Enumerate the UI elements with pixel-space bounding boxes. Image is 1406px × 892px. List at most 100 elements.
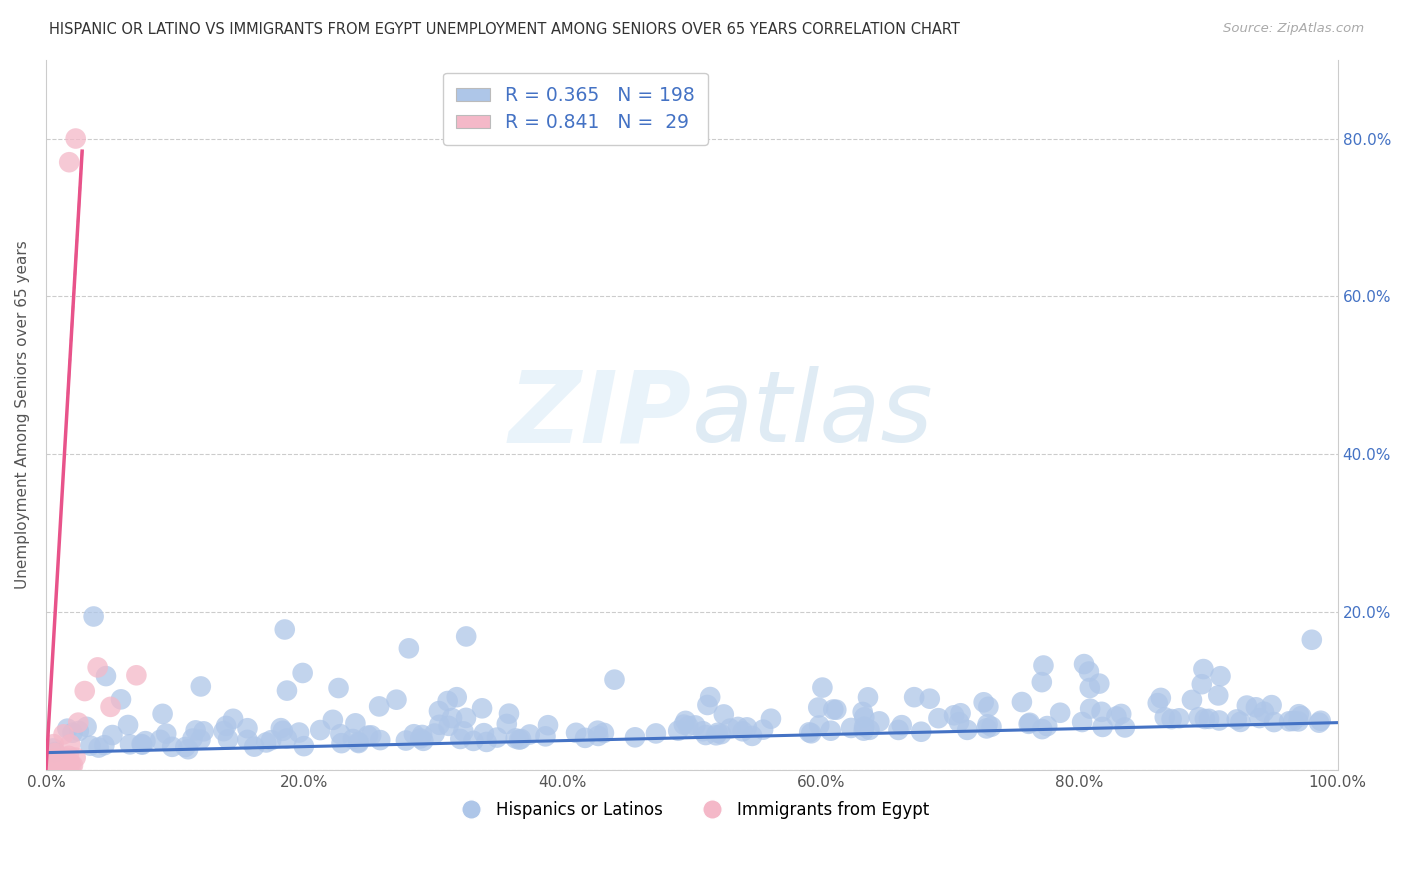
- Point: [38, 756, 60, 771]
- Point: [184, 723, 207, 738]
- Point: [101, 728, 124, 742]
- Point: [495, 717, 517, 731]
- Point: [1263, 714, 1285, 729]
- Point: [718, 722, 741, 736]
- Point: [87, 740, 110, 755]
- Point: [344, 716, 367, 731]
- Text: Source: ZipAtlas.com: Source: ZipAtlas.com: [1223, 22, 1364, 36]
- Point: [260, 733, 283, 747]
- Point: [472, 726, 495, 740]
- Point: [368, 733, 391, 747]
- Point: [586, 729, 609, 743]
- Point: [52, 761, 75, 775]
- Point: [55, 758, 77, 772]
- Point: [692, 724, 714, 739]
- Point: [1109, 706, 1132, 721]
- Point: [254, 735, 277, 749]
- Point: [62, 758, 84, 772]
- Point: [52, 727, 75, 741]
- Point: [727, 720, 749, 734]
- Point: [347, 735, 370, 749]
- Point: [309, 723, 332, 737]
- Point: [174, 739, 197, 754]
- Point: [1114, 721, 1136, 735]
- Point: [752, 723, 775, 737]
- Point: [713, 707, 735, 722]
- Point: [510, 732, 533, 747]
- Point: [212, 724, 235, 739]
- Point: [808, 718, 831, 732]
- Point: [1208, 714, 1230, 728]
- Point: [217, 732, 239, 747]
- Point: [453, 724, 475, 739]
- Point: [820, 723, 842, 738]
- Point: [1253, 705, 1275, 719]
- Y-axis label: Unemployment Among Seniors over 65 years: Unemployment Among Seniors over 65 years: [15, 241, 30, 590]
- Point: [53, 750, 76, 764]
- Point: [329, 727, 352, 741]
- Point: [1209, 669, 1232, 683]
- Point: [215, 719, 238, 733]
- Point: [73, 684, 96, 698]
- Point: [42, 737, 65, 751]
- Point: [368, 699, 391, 714]
- Point: [409, 731, 432, 746]
- Point: [276, 683, 298, 698]
- Point: [1236, 698, 1258, 713]
- Point: [977, 699, 1000, 714]
- Point: [852, 705, 875, 719]
- Point: [42, 741, 65, 756]
- Point: [288, 725, 311, 739]
- Point: [856, 690, 879, 705]
- Point: [449, 731, 471, 746]
- Point: [741, 729, 763, 743]
- Point: [887, 723, 910, 737]
- Point: [706, 726, 728, 740]
- Point: [131, 738, 153, 752]
- Point: [1181, 693, 1204, 707]
- Point: [475, 735, 498, 749]
- Point: [1146, 696, 1168, 710]
- Point: [440, 711, 463, 725]
- Point: [131, 737, 153, 751]
- Point: [83, 609, 105, 624]
- Point: [1244, 700, 1267, 714]
- Point: [1153, 710, 1175, 724]
- Point: [100, 699, 122, 714]
- Point: [918, 691, 941, 706]
- Point: [79, 739, 101, 753]
- Point: [1288, 707, 1310, 722]
- Point: [852, 723, 875, 738]
- Point: [37, 756, 59, 771]
- Point: [890, 718, 912, 732]
- Point: [1249, 711, 1271, 725]
- Point: [243, 739, 266, 754]
- Point: [735, 720, 758, 734]
- Point: [853, 720, 876, 734]
- Point: [537, 718, 560, 732]
- Point: [1018, 715, 1040, 730]
- Point: [59, 756, 82, 771]
- Point: [1018, 716, 1040, 731]
- Point: [695, 728, 717, 742]
- Point: [645, 726, 668, 740]
- Point: [683, 718, 706, 732]
- Point: [927, 711, 949, 725]
- Point: [1308, 715, 1330, 730]
- Point: [1031, 675, 1053, 690]
- Point: [274, 623, 297, 637]
- Point: [839, 721, 862, 735]
- Point: [858, 723, 880, 737]
- Point: [357, 729, 380, 743]
- Point: [710, 727, 733, 741]
- Point: [402, 727, 425, 741]
- Point: [1229, 714, 1251, 729]
- Point: [271, 723, 294, 738]
- Point: [385, 692, 408, 706]
- Point: [44, 751, 66, 765]
- Point: [678, 719, 700, 733]
- Point: [62, 726, 84, 740]
- Point: [1073, 657, 1095, 672]
- Point: [1286, 714, 1309, 729]
- Point: [446, 690, 468, 705]
